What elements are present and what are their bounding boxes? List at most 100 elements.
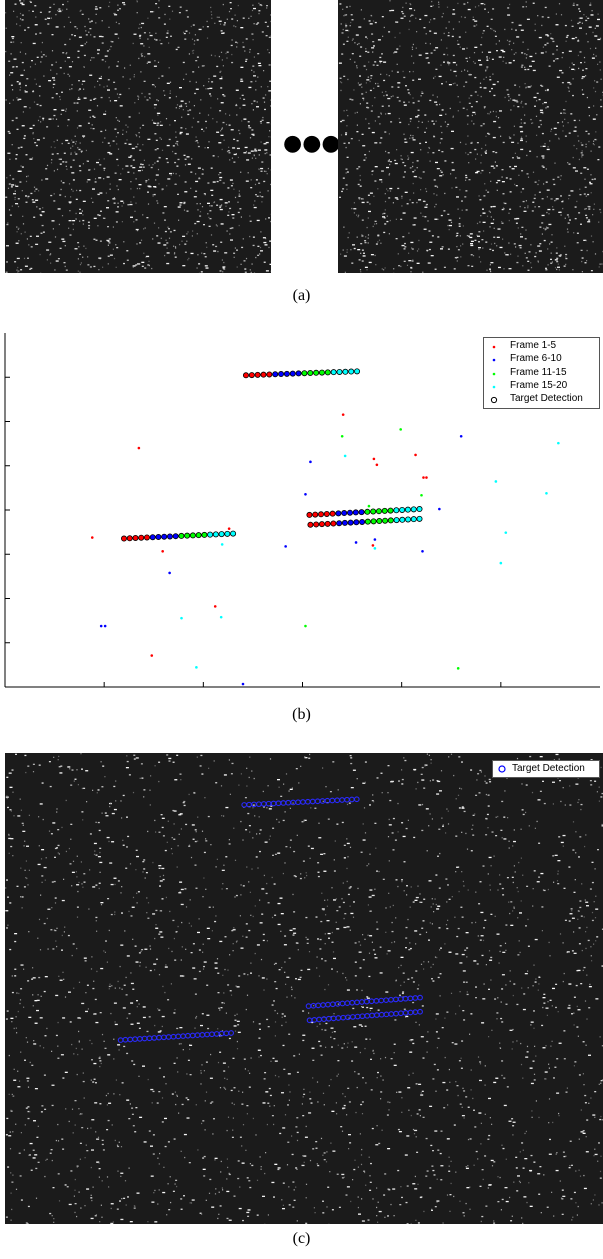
data-point: [438, 507, 441, 511]
data-point: [354, 541, 358, 544]
target-detection-marker: [218, 531, 225, 538]
image-detection-marker: [417, 994, 423, 1001]
panel-c-caption: (c): [292, 1230, 311, 1247]
target-detection-marker: [201, 531, 208, 538]
target-detection-marker: [341, 510, 348, 517]
detection-scatter-chart: [4, 333, 600, 688]
target-detection-marker: [172, 533, 179, 540]
target-detection-marker: [387, 517, 394, 524]
target-detection-marker: [138, 534, 145, 541]
target-detection-marker: [399, 506, 406, 513]
target-detection-marker: [342, 368, 349, 375]
legend-marker-icon: [492, 372, 496, 375]
chart-points: [90, 413, 560, 686]
data-point: [372, 457, 376, 461]
data-point: [545, 491, 548, 495]
target-detection-marker: [324, 520, 331, 527]
chart-axes: [4, 333, 600, 688]
target-detection-marker: [352, 509, 359, 516]
data-point: [367, 504, 371, 508]
target-detection-marker: [387, 507, 394, 514]
target-detection-marker: [375, 508, 382, 515]
target-detection-marker: [381, 507, 388, 514]
target-detection-marker: [329, 510, 336, 517]
target-detection-marker: [248, 372, 255, 379]
target-detection-marker: [336, 368, 343, 375]
target-detection-marker: [166, 533, 173, 540]
target-detection-marker: [306, 511, 313, 518]
data-point: [422, 476, 425, 479]
target-detection-marker: [155, 533, 162, 540]
data-point: [150, 654, 154, 657]
target-detection-marker: [307, 521, 314, 528]
data-point: [420, 493, 423, 497]
target-detection-marker: [359, 518, 366, 525]
data-point: [499, 561, 503, 565]
target-detection-marker: [230, 530, 237, 537]
legend-marker-icon: [492, 358, 496, 362]
data-point: [340, 434, 344, 438]
data-point: [180, 616, 183, 620]
image-track: [306, 1008, 423, 1024]
target-detection-marker: [212, 531, 219, 538]
ellipsis: ●●●: [283, 131, 341, 156]
target-detection-marker: [295, 370, 302, 377]
target-detection-marker: [278, 371, 285, 378]
image-legend: Target Detection: [492, 760, 600, 778]
target-detection-marker: [364, 508, 371, 515]
target-detection-marker: [382, 517, 389, 524]
target-detection-marker: [126, 535, 133, 542]
legend-marker-icon: [490, 397, 498, 404]
target-detection-marker: [416, 515, 423, 522]
target-detection-marker: [207, 531, 214, 538]
target-detection-marker: [283, 370, 290, 377]
target-track: [306, 506, 423, 518]
data-point: [459, 434, 463, 438]
image-track: [305, 994, 423, 1009]
target-detection-marker: [318, 511, 325, 518]
target-detection-marker: [370, 508, 377, 515]
data-point: [137, 446, 141, 450]
data-point: [304, 624, 307, 628]
target-detection-marker: [347, 519, 354, 526]
data-point: [373, 538, 377, 541]
target-detection-marker: [121, 535, 128, 542]
star-noise: [5, 0, 271, 273]
star-field-image-left: [5, 0, 271, 273]
target-detection-marker: [393, 517, 400, 524]
target-detection-marker: [313, 521, 320, 528]
data-point: [375, 463, 379, 467]
target-detection-marker: [410, 506, 417, 513]
target-detection-marker: [354, 368, 361, 375]
data-point: [399, 428, 402, 431]
target-detection-marker: [312, 511, 319, 518]
star-noise: [338, 0, 603, 273]
data-point: [309, 460, 312, 464]
data-point: [90, 536, 94, 539]
target-detection-marker: [353, 519, 360, 526]
data-point: [195, 666, 198, 669]
target-detection-marker: [289, 370, 296, 377]
target-detection-marker: [399, 516, 406, 523]
target-detection-marker: [341, 519, 348, 526]
target-detection-marker: [224, 530, 231, 537]
star-noise: [5, 753, 603, 1224]
target-detection-marker: [318, 369, 325, 376]
target-track: [242, 368, 361, 379]
data-point: [421, 550, 424, 553]
target-detection-marker: [184, 532, 191, 539]
legend-label: Target Detection: [510, 393, 583, 405]
target-detection-marker: [161, 533, 168, 540]
target-detection-marker: [358, 509, 365, 516]
legend-label: Frame 1-5: [510, 340, 557, 351]
legend-label: Frame 15-20: [510, 379, 568, 391]
target-track: [121, 530, 237, 542]
data-point: [456, 667, 460, 670]
target-detection-marker: [330, 520, 337, 527]
target-detection-marker: [178, 532, 185, 539]
target-detection-marker: [336, 520, 343, 527]
target-detection-marker: [260, 371, 267, 378]
data-point: [504, 531, 508, 534]
image-detections: [117, 796, 423, 1043]
target-detection-marker: [370, 518, 377, 525]
